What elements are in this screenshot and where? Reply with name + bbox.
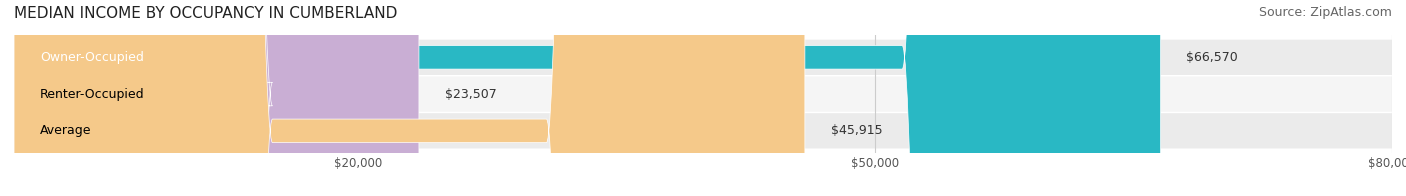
Text: MEDIAN INCOME BY OCCUPANCY IN CUMBERLAND: MEDIAN INCOME BY OCCUPANCY IN CUMBERLAND (14, 6, 398, 21)
FancyBboxPatch shape (14, 0, 419, 196)
Text: $23,507: $23,507 (444, 88, 496, 101)
FancyBboxPatch shape (14, 0, 804, 196)
FancyBboxPatch shape (14, 40, 1392, 75)
Text: Average: Average (39, 124, 91, 137)
Text: Owner-Occupied: Owner-Occupied (39, 51, 143, 64)
Text: Source: ZipAtlas.com: Source: ZipAtlas.com (1258, 6, 1392, 19)
Text: $45,915: $45,915 (831, 124, 883, 137)
Text: Renter-Occupied: Renter-Occupied (39, 88, 145, 101)
FancyBboxPatch shape (14, 113, 1392, 149)
Text: $66,570: $66,570 (1187, 51, 1239, 64)
FancyBboxPatch shape (14, 0, 1160, 196)
FancyBboxPatch shape (14, 76, 1392, 112)
